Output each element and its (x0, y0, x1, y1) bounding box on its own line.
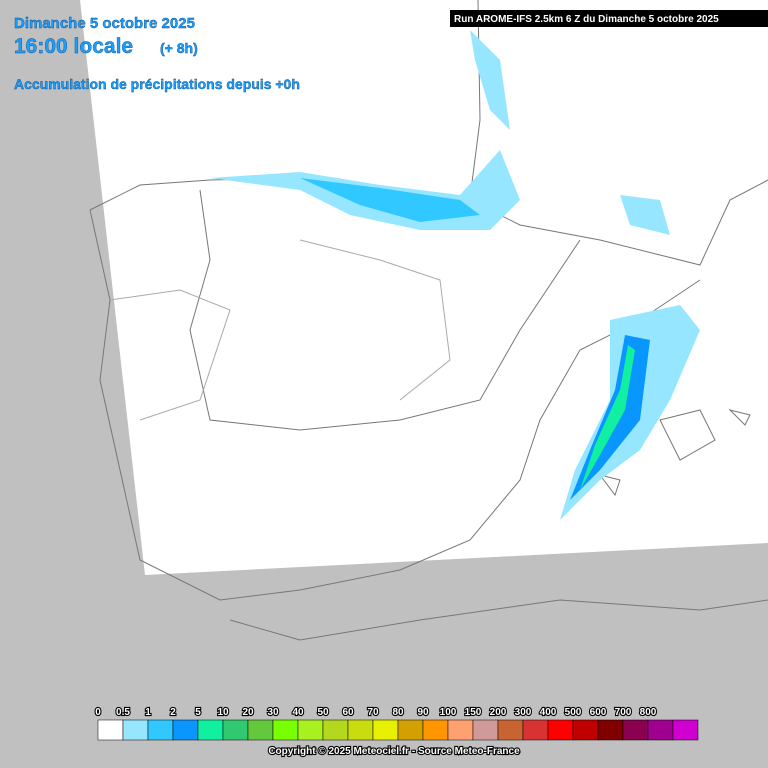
precipitation (210, 30, 700, 520)
legend-swatch (647, 719, 674, 741)
legend-swatch (472, 719, 499, 741)
legend-swatch (497, 719, 524, 741)
legend-label: 30 (267, 707, 279, 718)
legend-label: 700 (615, 707, 632, 718)
legend-label: 80 (392, 707, 404, 718)
legend-label: 60 (342, 707, 354, 718)
legend-label: 70 (367, 707, 379, 718)
legend-label: 400 (540, 707, 557, 718)
legend-label: 500 (565, 707, 582, 718)
legend-label: 90 (417, 707, 429, 718)
legend-label: 300 (515, 707, 532, 718)
date: Dimanche 5 octobre 2025 (14, 15, 195, 32)
legend-label: 150 (465, 707, 482, 718)
legend-label: 0 (95, 707, 101, 718)
subtitle: Accumulation de précipitations depuis +0… (14, 76, 300, 92)
legend-label: 1 (145, 707, 151, 718)
legend-label: 200 (490, 707, 507, 718)
legend-swatch (447, 719, 474, 741)
run-info: Run AROME-IFS 2.5km 6 Z du Dimanche 5 oc… (454, 14, 719, 25)
legend: 0 0.5 1 2 5 10 20 30 40 50 60 70 80 90 100 150 200 300 400… (94, 706, 699, 741)
legend-swatch (297, 719, 324, 741)
legend-swatch (547, 719, 574, 741)
legend-swatch (672, 719, 699, 741)
legend-swatch (147, 719, 174, 741)
legend-swatch (572, 719, 599, 741)
legend-label: 5 (195, 707, 201, 718)
legend-label: 100 (440, 707, 457, 718)
legend-swatch (272, 719, 299, 741)
legend-swatch (347, 719, 374, 741)
legend-label: 0.5 (116, 707, 130, 718)
copyright: Copyright © 2025 Meteociel.fr - Source M… (268, 746, 520, 757)
legend-swatch (172, 719, 199, 741)
legend-swatch (372, 719, 399, 741)
legend-swatch (197, 719, 224, 741)
legend-swatch (322, 719, 349, 741)
legend-swatch (97, 719, 124, 741)
legend-label: 20 (242, 707, 254, 718)
legend-label: 800 (640, 707, 657, 718)
time: 16:00 locale (14, 35, 133, 58)
run-box (450, 10, 768, 27)
legend-label: 50 (317, 707, 329, 718)
legend-swatch (522, 719, 549, 741)
legend-label: 10 (217, 707, 229, 718)
offset: (+ 8h) (160, 40, 198, 56)
legend-swatch (222, 719, 249, 741)
legend-label: 2 (170, 707, 176, 718)
legend-label: 40 (292, 707, 304, 718)
legend-label: 600 (590, 707, 607, 718)
legend-swatch (122, 719, 149, 741)
legend-swatch (597, 719, 624, 741)
legend-swatch (247, 719, 274, 741)
legend-swatch (622, 719, 649, 741)
legend-swatch (397, 719, 424, 741)
legend-swatch (422, 719, 449, 741)
